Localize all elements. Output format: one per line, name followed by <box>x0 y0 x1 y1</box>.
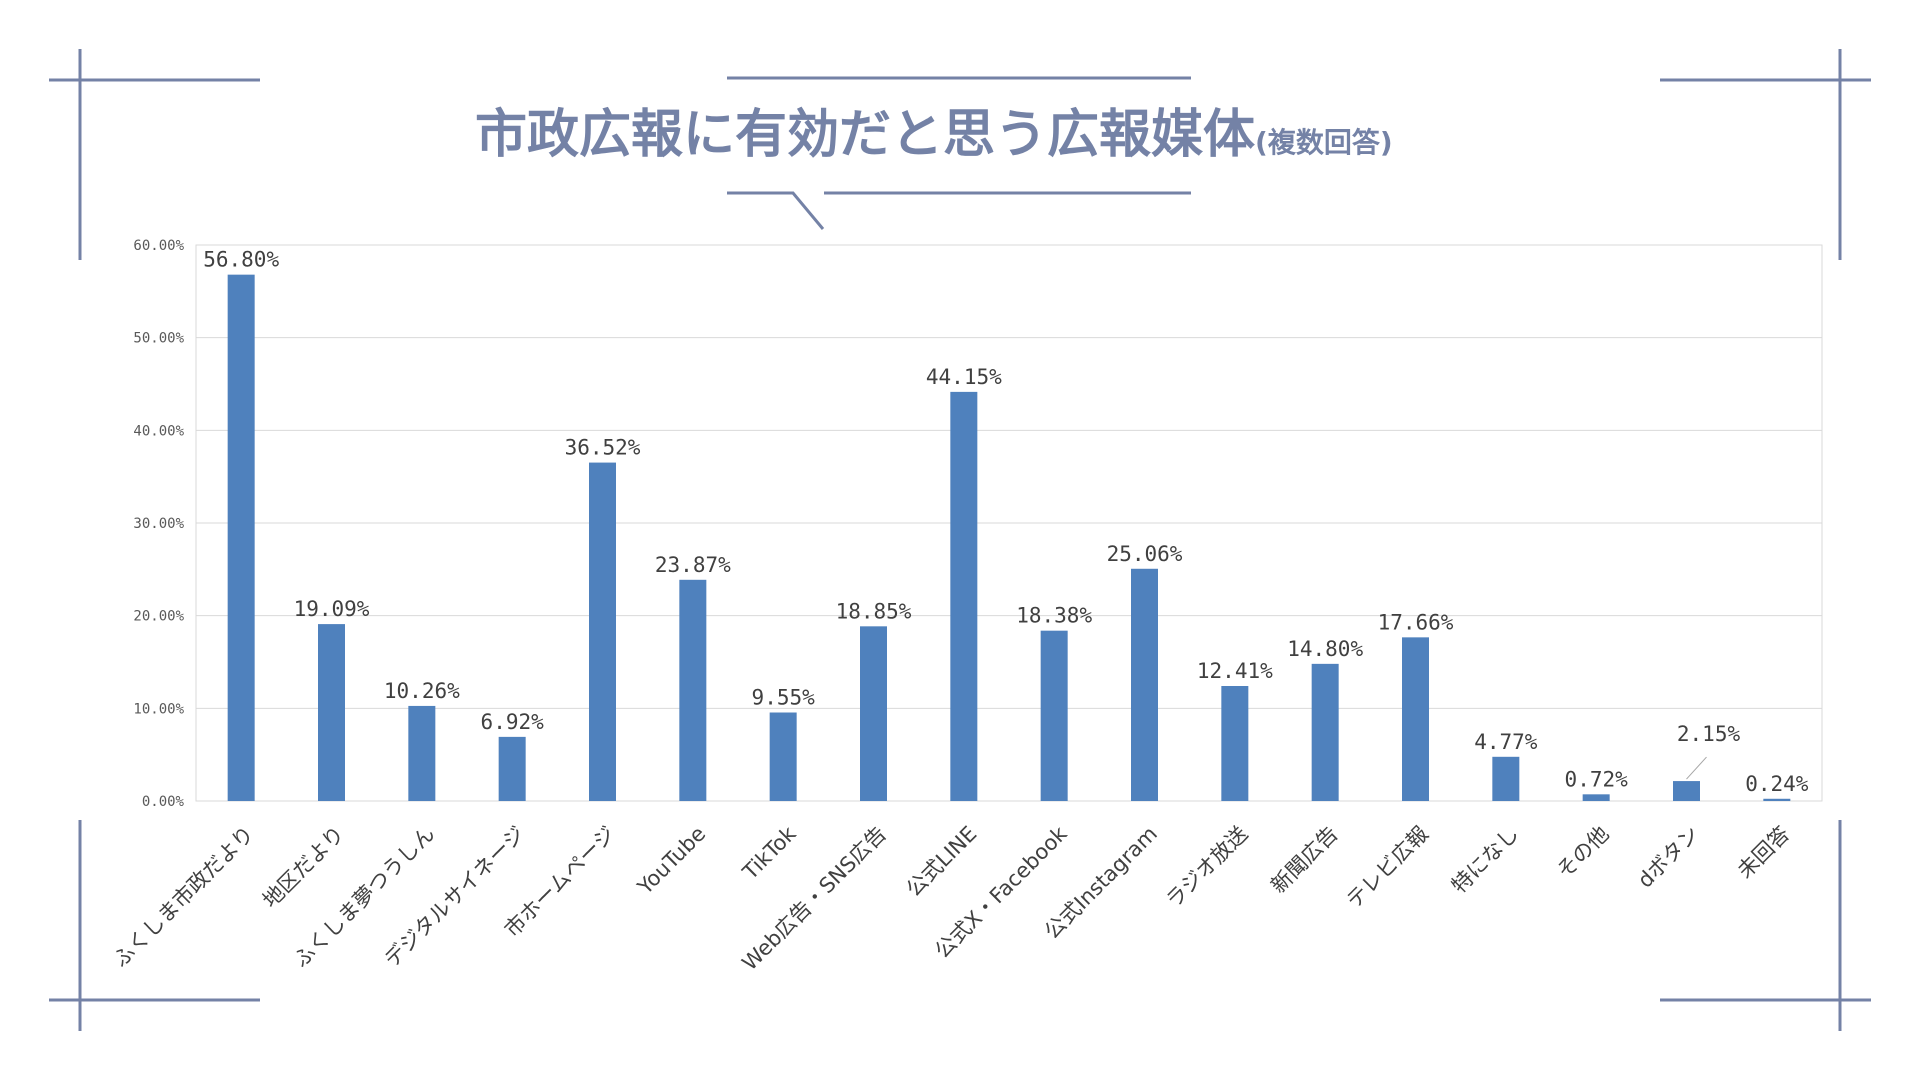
x-category-label: dボタン <box>1633 822 1704 893</box>
data-label: 10.26% <box>384 679 460 703</box>
bar <box>1221 686 1249 801</box>
y-tick-label: 40.00% <box>133 423 184 439</box>
bar <box>1673 781 1700 801</box>
bar <box>679 579 707 801</box>
data-label: 0.24% <box>1745 772 1809 796</box>
bar <box>318 624 345 801</box>
decorative-frame <box>49 49 1871 1031</box>
bar <box>498 736 526 801</box>
data-label: 12.41% <box>1197 659 1273 683</box>
bar <box>860 626 887 801</box>
x-category-label: YouTube <box>632 822 710 900</box>
x-category-label: 特になし <box>1447 822 1523 898</box>
data-label: 6.92% <box>481 710 545 734</box>
x-category-label: ふくしま市政だより <box>108 822 258 972</box>
bar <box>1131 568 1158 801</box>
data-label: 36.52% <box>565 436 641 460</box>
bar <box>1492 756 1520 801</box>
x-category-label: テレビ広報 <box>1342 822 1433 913</box>
x-category-label: 新聞広告 <box>1266 822 1342 898</box>
data-label: 56.80% <box>203 248 279 272</box>
x-category-label: 未回答 <box>1733 822 1795 884</box>
bar <box>408 705 436 801</box>
bar <box>1582 794 1610 801</box>
x-category-label: 地区だより <box>258 822 349 913</box>
data-label: 2.15% <box>1677 722 1741 746</box>
data-label: 25.06% <box>1107 542 1183 566</box>
data-label: 23.87% <box>655 553 731 577</box>
data-label: 0.72% <box>1565 767 1629 791</box>
data-label: 18.85% <box>836 599 912 623</box>
x-category-label: その他 <box>1552 822 1614 884</box>
y-tick-label: 20.00% <box>133 609 184 625</box>
bar <box>769 712 797 801</box>
data-label: 18.38% <box>1016 604 1092 628</box>
bar <box>1311 663 1339 801</box>
data-label: 17.66% <box>1378 610 1454 634</box>
y-tick-label: 30.00% <box>133 516 184 532</box>
bar <box>950 391 978 801</box>
y-tick-label: 50.00% <box>133 331 184 347</box>
bar <box>1040 630 1068 801</box>
data-label: 44.15% <box>926 365 1002 389</box>
data-label: 14.80% <box>1287 637 1363 661</box>
title-subtitle: (複数回答) <box>1255 126 1393 159</box>
x-category-label: TikTok <box>737 821 801 885</box>
chart-title: 市政広報に有効だと思う広報媒体(複数回答) <box>475 105 1393 165</box>
leader-line <box>1686 756 1707 780</box>
bar <box>1763 798 1791 801</box>
bar <box>1402 637 1429 801</box>
title-main: 市政広報に有効だと思う広報媒体 <box>475 105 1255 165</box>
data-label: 19.09% <box>294 597 370 621</box>
x-category-label: 公式LINE <box>902 822 982 902</box>
y-tick-label: 0.00% <box>142 794 185 810</box>
bar <box>227 274 255 801</box>
y-tick-label: 60.00% <box>133 238 184 254</box>
bar <box>589 462 616 801</box>
data-label: 9.55% <box>752 686 816 710</box>
data-label: 4.77% <box>1474 730 1538 754</box>
x-category-label: ラジオ放送 <box>1161 822 1252 913</box>
y-tick-label: 10.00% <box>133 701 184 717</box>
